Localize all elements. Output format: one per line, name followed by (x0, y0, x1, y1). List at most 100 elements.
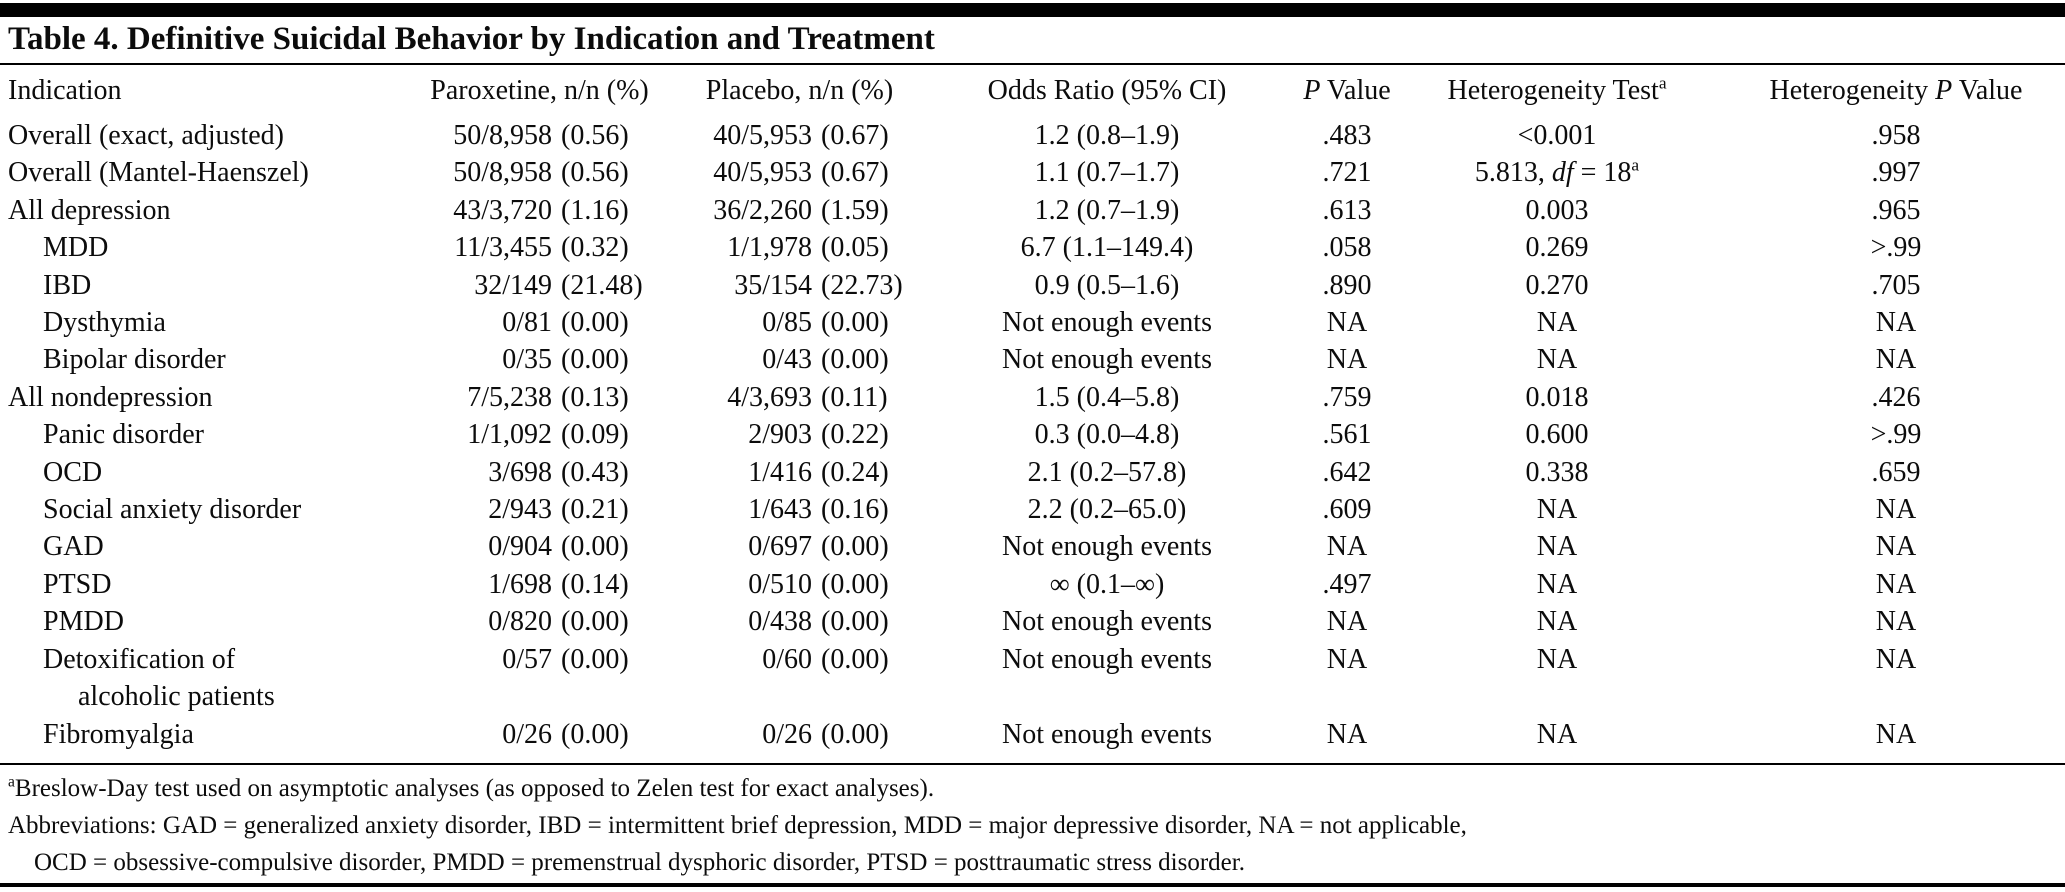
data-table: Indication Paroxetine, n/n (%) Placebo, … (0, 65, 2065, 753)
footnote-rule (0, 762, 2065, 766)
table-row: Detoxification of alcoholic patients 0/57(… (0, 641, 2065, 716)
cell-heterogeneity-p-value: >.99 (1870, 419, 1922, 451)
cell-odds-ratio: 0.9 (0.5–1.6) (1034, 269, 1180, 301)
cell-p-value: NA (1326, 606, 1368, 638)
cell-indication: Panic disorder (43, 419, 204, 451)
header-row: Indication Paroxetine, n/n (%) Placebo, … (0, 65, 2065, 117)
cell-heterogeneity-p-value: NA (1875, 718, 1917, 750)
table-row: All nondepression 7/5,238 (0.13) 4/3,693 (0.… (0, 379, 2065, 416)
cell-heterogeneity-p-value: NA (1875, 494, 1917, 526)
cell-heterogeneity-test: NA (1536, 568, 1578, 600)
cell-p-value: .609 (1322, 494, 1372, 526)
cell-paroxetine: 1/698 (0.14) (488, 568, 629, 600)
table-row: GAD 0/904 (0.00) 0/697 (0.00) Not enough even… (0, 528, 2065, 565)
cell-p-value: .483 (1322, 120, 1372, 151)
cell-paroxetine: 1/1,092 (0.09) (467, 419, 629, 451)
cell-placebo: 40/5,953 (0.67) (713, 157, 889, 189)
cell-heterogeneity-p-value: NA (1875, 531, 1917, 563)
cell-paroxetine: 0/57 (0.00) (502, 643, 629, 675)
cell-odds-ratio: Not enough events (1002, 718, 1212, 750)
cell-odds-ratio: 2.2 (0.2–65.0) (1027, 494, 1187, 526)
cell-indication: All nondepression (8, 381, 213, 413)
cell-heterogeneity-test: 5.813, df = 18a (1474, 156, 1640, 189)
cell-placebo: 0/26 (0.00) (762, 718, 889, 750)
cell-indication: PTSD (43, 568, 112, 600)
cell-heterogeneity-test: NA (1536, 307, 1578, 339)
cell-heterogeneity-test: 0.600 (1525, 419, 1589, 451)
table-row: Fibromyalgia 0/26 (0.00) 0/26 (0.00) Not enou… (0, 716, 2065, 753)
cell-odds-ratio: Not enough events (1002, 606, 1212, 638)
cell-heterogeneity-p-value: .426 (1871, 381, 1921, 413)
table-row: Social anxiety disorder 2/943 (0.21) 1/643(… (0, 491, 2065, 528)
cell-indication: MDD (43, 232, 109, 264)
table-row: Overall (exact, adjusted) 50/8,958 (0.56) 4… (0, 117, 2065, 154)
cell-placebo: 0/697 (0.00) (748, 531, 889, 563)
cell-paroxetine: 0/81 (0.00) (502, 307, 629, 339)
cell-p-value: NA (1326, 643, 1368, 675)
cell-heterogeneity-p-value: NA (1875, 344, 1917, 376)
cell-paroxetine: 32/149 (21.48) (474, 269, 643, 301)
cell-odds-ratio: Not enough events (1002, 344, 1212, 376)
cell-p-value: NA (1326, 307, 1368, 339)
cell-placebo: 1/643 (0.16) (748, 494, 889, 526)
cell-placebo: 36/2,260 (1.59) (713, 194, 889, 226)
cell-p-value: NA (1326, 344, 1368, 376)
col-header-odds-ratio: Odds Ratio (95% CI) (987, 75, 1227, 106)
cell-paroxetine: 3/698 (0.43) (488, 456, 629, 488)
col-header-indication: Indication (8, 75, 122, 106)
cell-odds-ratio: 1.1 (0.7–1.7) (1034, 157, 1180, 189)
cell-paroxetine: 2/943 (0.21) (488, 494, 629, 526)
cell-placebo: 0/438 (0.00) (748, 606, 889, 638)
cell-indication: All depression (8, 194, 171, 226)
cell-heterogeneity-p-value: .705 (1871, 269, 1921, 301)
cell-placebo: 35/154 (22.73) (734, 269, 903, 301)
cell-paroxetine: 50/8,958 (0.56) (453, 120, 629, 151)
top-thick-rule (0, 3, 2065, 17)
cell-placebo: 0/85 (0.00) (762, 307, 889, 339)
cell-p-value: .759 (1322, 381, 1372, 413)
cell-indication: Detoxification of alcoholic patients (43, 643, 275, 713)
table-row: Panic disorder 1/1,092 (0.09) 2/903 (0.22) 0.… (0, 416, 2065, 453)
cell-heterogeneity-test: 0.338 (1525, 456, 1589, 488)
cell-heterogeneity-test: NA (1536, 531, 1578, 563)
cell-paroxetine: 0/904 (0.00) (488, 531, 629, 563)
cell-placebo: 2/903 (0.22) (748, 419, 889, 451)
col-header-placebo: Placebo, n/n (%) (705, 75, 894, 106)
cell-indication: PMDD (43, 606, 124, 638)
table-row: PTSD 1/698 (0.14) 0/510 (0.00) ∞ (0.1–∞) .497 N… (0, 566, 2065, 603)
cell-odds-ratio: 1.2 (0.8–1.9) (1034, 120, 1180, 151)
cell-heterogeneity-p-value: NA (1875, 568, 1917, 600)
table-row: Overall (Mantel-Haenszel) 50/8,958 (0.56) 4… (0, 154, 2065, 191)
cell-indication: GAD (43, 531, 104, 563)
cell-paroxetine: 0/26 (0.00) (502, 718, 629, 750)
table-title: Table 4. Definitive Suicidal Behavior by… (8, 21, 935, 57)
cell-heterogeneity-p-value: .997 (1871, 157, 1921, 189)
cell-heterogeneity-test: 0.269 (1525, 232, 1589, 264)
cell-placebo: 0/510 (0.00) (748, 568, 889, 600)
footnote-line: OCD = obsessive-compulsive disorder, PMD… (34, 849, 1245, 877)
table-row: MDD 11/3,455 (0.32) 1/1,978 (0.05) 6.7 (1.1–1… (0, 229, 2065, 266)
cell-paroxetine: 7/5,238 (0.13) (467, 381, 629, 413)
cell-heterogeneity-test: 0.270 (1525, 269, 1589, 301)
table-row: PMDD 0/820 (0.00) 0/438 (0.00) Not enough eve… (0, 603, 2065, 640)
cell-placebo: 1/416 (0.24) (748, 456, 889, 488)
cell-heterogeneity-test: NA (1536, 344, 1578, 376)
cell-indication: Overall (Mantel-Haenszel) (8, 157, 309, 189)
cell-heterogeneity-p-value: .965 (1871, 194, 1921, 226)
cell-placebo: 4/3,693 (0.11) (727, 381, 888, 413)
journal-table-figure: Table 4. Definitive Suicidal Behavior by… (0, 3, 2065, 892)
cell-odds-ratio: ∞ (0.1–∞) (1049, 568, 1165, 600)
cell-odds-ratio: 1.5 (0.4–5.8) (1034, 381, 1180, 413)
cell-odds-ratio: Not enough events (1002, 307, 1212, 339)
cell-heterogeneity-p-value: NA (1875, 643, 1917, 675)
col-header-p-value: P Value (1303, 75, 1391, 106)
cell-p-value: .058 (1322, 232, 1372, 264)
table-row: OCD 3/698 (0.43) 1/416 (0.24) 2.1 (0.2–57.8).… (0, 454, 2065, 491)
cell-p-value: NA (1326, 531, 1368, 563)
cell-placebo: 0/60 (0.00) (762, 643, 889, 675)
cell-p-value: .721 (1322, 157, 1372, 189)
footnote-line: aBreslow-Day test used on asymptotic ana… (8, 774, 935, 803)
cell-odds-ratio: 1.2 (0.7–1.9) (1034, 194, 1180, 226)
cell-p-value: .561 (1322, 419, 1372, 451)
cell-placebo: 1/1,978 (0.05) (727, 232, 889, 264)
